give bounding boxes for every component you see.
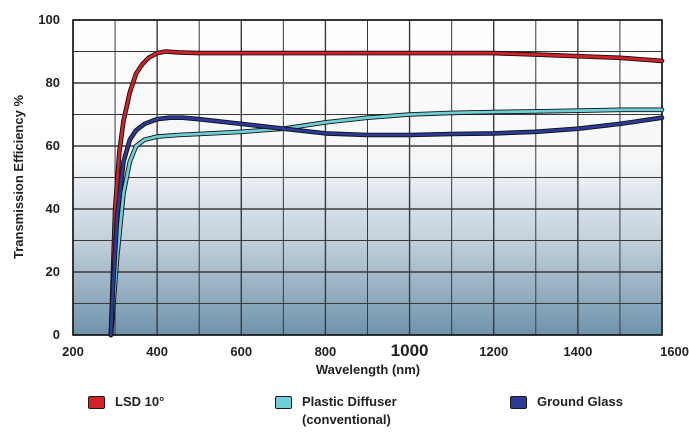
series-line-2	[109, 116, 664, 337]
legend-label-plastic-diffuser: Plastic Diffuser (conventional)	[302, 394, 397, 427]
legend-swatch-lsd	[88, 396, 105, 409]
legend-swatch-plastic-diffuser	[275, 396, 292, 409]
x-tick-label: 400	[146, 344, 168, 359]
y-axis-label: Transmission Efficiency %	[11, 95, 26, 259]
series-line-1	[109, 108, 664, 337]
x-tick-label: 1200	[479, 344, 508, 359]
series-lines	[108, 49, 665, 338]
y-tick-label: 100	[38, 12, 60, 27]
x-tick-label: 800	[315, 344, 337, 359]
x-tick-label: 600	[230, 344, 252, 359]
x-tick-label: 1400	[563, 344, 592, 359]
x-tick-label: 1000	[391, 341, 429, 360]
legend-label-ground-glass: Ground Glass	[537, 394, 623, 409]
grid	[72, 19, 663, 336]
x-tick-label: 200	[62, 344, 84, 359]
x-axis-label: Wavelength (nm)	[316, 362, 420, 377]
legend-item-lsd: LSD 10°	[88, 393, 164, 411]
legend-swatch-ground-glass	[510, 396, 527, 409]
legend-item-ground-glass: Ground Glass	[510, 393, 623, 411]
y-tick-label: 80	[46, 75, 60, 90]
y-tick-label: 60	[46, 138, 60, 153]
tick-labels: 200 400 600 800 1000 1200 1400 1600 0 20 40 60 80 100	[38, 12, 689, 360]
y-tick-label: 40	[46, 201, 60, 216]
plot-frame	[72, 19, 663, 336]
x-tick-label: 1600	[660, 344, 689, 359]
y-tick-label: 0	[53, 327, 60, 342]
series-line-0	[109, 50, 664, 337]
y-tick-label: 20	[46, 264, 60, 279]
legend-label-lsd: LSD 10°	[115, 394, 165, 409]
legend-item-plastic-diffuser: Plastic Diffuser (conventional)	[275, 393, 397, 429]
